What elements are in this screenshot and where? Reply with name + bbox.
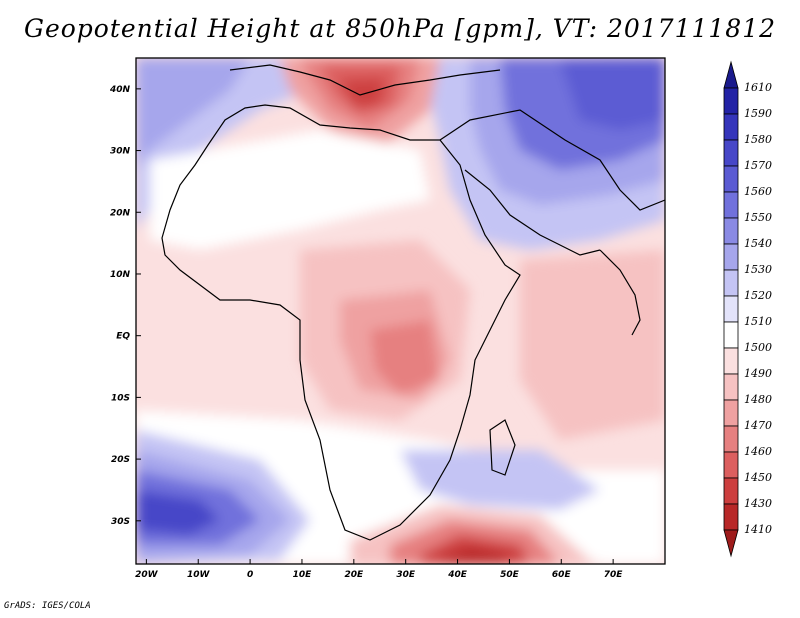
colorbar-label: 1470	[744, 419, 772, 432]
colorbar-swatch	[723, 529, 739, 558]
colorbar-swatch	[723, 217, 739, 245]
colorbar-label: 1520	[744, 289, 772, 302]
x-tick-label: 60E	[552, 570, 572, 580]
colorbar-label: 1460	[744, 445, 772, 458]
colorbar-label: 1580	[744, 133, 772, 146]
axis-ticks: 20W 10W 0 10E 20E 30E 40E 50E 60E 70E 40N 30N 20N 10N…	[109, 85, 623, 580]
y-tick-label: 20N	[110, 208, 131, 218]
x-tick-label: 30E	[396, 570, 416, 580]
x-tick-label: 20W	[135, 570, 159, 580]
colorbar-label: 1550	[744, 211, 772, 224]
colorbar-swatch	[723, 451, 739, 479]
x-tick-label: 70E	[604, 570, 624, 580]
colorbar-swatch	[723, 399, 739, 427]
colorbar-label: 1500	[744, 341, 772, 354]
colorbar-swatch	[723, 139, 739, 167]
colorbar-swatch	[723, 60, 739, 89]
colorbar-swatch	[723, 243, 739, 271]
colorbar: 1610 1590 1580 1570 1560 1550 1540 1530 1520 1510…	[723, 60, 772, 558]
colorbar-label: 1480	[744, 393, 772, 406]
colorbar-label: 1610	[744, 81, 772, 94]
colorbar-swatch	[723, 321, 739, 349]
map-title: Geopotential Height at 850hPa [gpm], VT:…	[23, 14, 777, 43]
x-tick-label: 10E	[293, 570, 313, 580]
y-tick-label: 30S	[111, 517, 130, 527]
colorbar-swatch	[723, 113, 739, 141]
colorbar-swatch	[723, 165, 739, 193]
x-tick-label: 50E	[500, 570, 520, 580]
colorbar-swatch	[723, 347, 739, 375]
colorbar-swatch	[723, 425, 739, 453]
credit-text: GrADS: IGES/COLA	[4, 601, 91, 611]
y-tick-label: 30N	[110, 147, 131, 157]
colorbar-swatch	[723, 191, 739, 219]
y-tick-label: 20S	[111, 455, 130, 465]
colorbar-label: 1450	[744, 471, 772, 484]
colorbar-swatch	[723, 503, 739, 531]
colorbar-label: 1410	[744, 523, 772, 536]
coastlines	[161, 64, 665, 541]
colorbar-label: 1540	[744, 237, 772, 250]
colorbar-swatch	[723, 373, 739, 401]
colorbar-swatch	[723, 477, 739, 505]
y-tick-label: 10N	[110, 270, 131, 280]
colorbar-label: 1530	[744, 263, 772, 276]
colorbar-label: 1430	[744, 497, 772, 510]
y-tick-label: 40N	[109, 85, 131, 95]
y-tick-label: EQ	[116, 332, 130, 342]
colorbar-label: 1560	[744, 185, 772, 198]
colorbar-label: 1590	[744, 107, 772, 120]
colorbar-swatch	[723, 87, 739, 115]
colorbar-swatch	[723, 295, 739, 323]
colorbar-swatch	[723, 269, 739, 297]
x-tick-label: 10W	[187, 570, 211, 580]
colorbar-label: 1570	[744, 159, 772, 172]
y-tick-label: 10S	[111, 393, 130, 403]
colorbar-label: 1510	[744, 315, 772, 328]
x-tick-label: 20E	[344, 570, 364, 580]
colorbar-label: 1490	[744, 367, 772, 380]
x-tick-label: 0	[247, 570, 253, 580]
height-field	[136, 58, 665, 564]
x-tick-label: 40E	[447, 570, 468, 580]
map-frame	[135, 57, 666, 565]
